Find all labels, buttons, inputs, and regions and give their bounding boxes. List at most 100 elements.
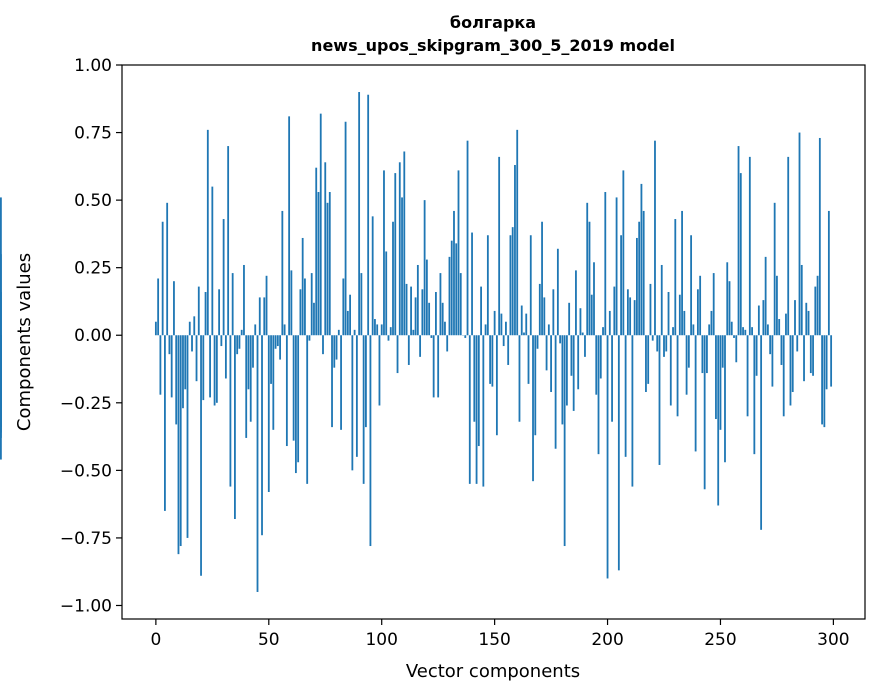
bar: [209, 335, 211, 398]
bar: [649, 283, 652, 336]
bar: [351, 335, 354, 471]
bar: [769, 335, 772, 355]
bar: [453, 210, 455, 336]
bar: [554, 335, 557, 449]
bar: [791, 335, 794, 392]
bar: [480, 286, 482, 336]
bar: [520, 305, 523, 336]
bar: [285, 335, 288, 447]
bar: [672, 327, 674, 336]
bar: [464, 335, 467, 338]
bar: [730, 321, 733, 336]
bar: [735, 335, 738, 363]
bar: [249, 335, 252, 422]
bar: [626, 289, 629, 336]
bar: [238, 335, 241, 349]
bar: [696, 289, 699, 336]
bar: [534, 335, 537, 436]
bar: [757, 305, 760, 336]
bar: [211, 186, 214, 336]
bar: [299, 289, 302, 336]
bar: [0, 254, 2, 336]
bar: [441, 302, 444, 336]
bar: [559, 335, 562, 344]
bar: [622, 170, 625, 336]
bar: [665, 335, 668, 352]
bar: [252, 335, 254, 368]
bar: [486, 235, 489, 336]
chart-title: болгарка: [450, 13, 536, 32]
bar: [507, 335, 510, 365]
bar: [710, 310, 713, 336]
bar: [807, 310, 810, 336]
bar: [270, 335, 272, 384]
bar: [699, 275, 702, 336]
bar: [620, 235, 622, 336]
bar: [654, 140, 656, 336]
bar: [197, 286, 200, 336]
bar: [823, 335, 826, 428]
x-axis: 0 50 100 150 200 250 300: [150, 619, 850, 650]
bar: [642, 210, 645, 336]
bar: [331, 335, 333, 428]
bar: [556, 248, 559, 336]
bar: [304, 278, 306, 336]
bar: [455, 243, 458, 336]
bar: [265, 275, 268, 336]
bar: [742, 327, 744, 336]
bar: [213, 335, 216, 406]
bar: [294, 335, 297, 474]
bar: [267, 335, 270, 492]
bar: [482, 335, 485, 487]
bar: [681, 210, 683, 336]
bar: [687, 335, 690, 368]
bar: [416, 264, 419, 336]
bar: [308, 335, 311, 341]
bar: [511, 227, 514, 336]
bar: [475, 335, 478, 484]
bar: [719, 335, 722, 430]
bar: [457, 170, 460, 336]
bar: [565, 335, 568, 406]
bar: [493, 310, 496, 336]
bar: [349, 294, 351, 336]
bar: [525, 313, 528, 336]
bar: [466, 140, 469, 336]
bar: [595, 335, 598, 395]
bar: [744, 329, 747, 336]
bar: [421, 289, 424, 336]
bar: [787, 156, 790, 336]
bars-group: [0, 92, 833, 592]
bar: [403, 151, 406, 336]
bar: [358, 92, 361, 336]
bar: [410, 286, 412, 336]
bar: [577, 335, 580, 390]
bar: [247, 335, 250, 390]
bar: [599, 335, 602, 379]
bar: [572, 335, 575, 411]
y-tick-label: 0.75: [74, 124, 112, 144]
bar: [369, 335, 372, 547]
bar: [552, 289, 555, 336]
bar: [588, 221, 591, 336]
bar: [708, 324, 711, 336]
y-tick-label: −0.50: [60, 461, 112, 481]
bar: [177, 335, 180, 555]
bar: [724, 335, 726, 463]
bar: [794, 300, 796, 336]
bar: [446, 335, 449, 352]
x-tick-label: 150: [478, 630, 510, 650]
bar: [419, 335, 422, 357]
bar: [0, 335, 2, 433]
bar: [529, 235, 532, 336]
bar: [518, 335, 521, 422]
bar: [222, 219, 225, 336]
bar: [489, 335, 492, 384]
bar: [317, 192, 320, 336]
bar: [760, 335, 763, 530]
bar: [825, 335, 828, 390]
bar: [173, 281, 175, 336]
bar: [154, 321, 157, 336]
bar: [218, 289, 221, 336]
bar: [676, 335, 679, 417]
